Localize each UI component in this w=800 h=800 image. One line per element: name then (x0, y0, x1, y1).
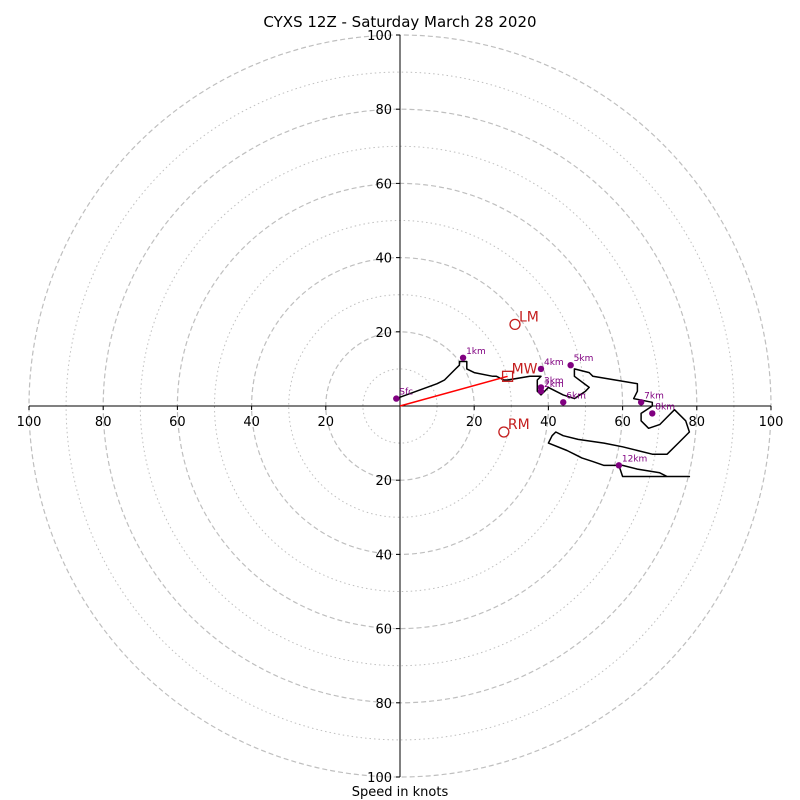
height-marker-label: 3km (544, 376, 564, 386)
x-tick-label: 40 (243, 415, 260, 430)
y-tick-label: 80 (375, 103, 392, 118)
height-marker-12km (615, 462, 623, 469)
y-tick-label: 40 (375, 252, 392, 267)
x-tick-label: 100 (17, 415, 42, 430)
storm-motion-label: RM (508, 417, 530, 433)
height-marker-label: 4km (544, 358, 564, 368)
height-marker-label: Sfc (399, 388, 413, 398)
height-marker-8km (649, 410, 656, 417)
x-tick-label: 20 (466, 415, 483, 430)
height-marker-Sfc (393, 395, 400, 402)
x-tick-label: 20 (318, 415, 335, 430)
x-tick-label: 80 (689, 415, 706, 430)
height-marker-3km (537, 384, 545, 391)
y-tick-label: 60 (375, 623, 392, 638)
x-tick-label: 60 (169, 415, 186, 430)
height-marker-1km (459, 354, 467, 361)
x-tick-label: 40 (540, 415, 557, 430)
y-tick-label: 20 (375, 474, 392, 489)
y-tick-label: 60 (375, 177, 392, 192)
y-tick-label: 100 (367, 29, 392, 44)
height-marker-5km (567, 361, 574, 369)
hodograph-line (396, 360, 691, 478)
x-tick-label: 60 (614, 415, 631, 430)
hodograph-series (396, 360, 691, 478)
storm-motion-markers: LM MW RM (498, 309, 539, 438)
height-marker-label: 2km (544, 380, 564, 390)
y-tick-label: 20 (375, 326, 392, 341)
height-marker-6km (560, 399, 567, 406)
height-marker-4km (537, 365, 545, 373)
storm-motion-marker-RM (498, 426, 510, 438)
y-tick-label: 80 (375, 697, 392, 712)
x-tick-label: 80 (95, 415, 112, 430)
mean-wind-vector (399, 375, 508, 407)
height-marker-label: 6km (566, 391, 586, 401)
height-marker-label: 1km (466, 347, 486, 357)
height-marker-7km (637, 399, 645, 406)
height-marker-label: 7km (644, 391, 664, 401)
storm-motion-marker-MW (501, 370, 514, 382)
x-tick-label: 100 (759, 415, 784, 430)
height-marker-label: 12km (622, 454, 647, 464)
storm-motion-marker-LM (509, 318, 521, 331)
y-tick-label: 100 (367, 771, 392, 786)
tick-labels: 100 80 60 40 20 20 40 60 80 100 100 80 60 40 20 20 40 60 8… (17, 29, 784, 786)
height-marker-label: 8km (655, 402, 675, 412)
y-tick-label: 40 (375, 548, 392, 563)
chart-title: CYXS 12Z - Saturday March 28 2020 (263, 13, 536, 31)
height-marker-label: 5km (574, 354, 594, 364)
storm-motion-label: MW (512, 361, 538, 377)
storm-motion-label: LM (519, 309, 539, 325)
x-axis-label: Speed in knots (352, 785, 449, 800)
